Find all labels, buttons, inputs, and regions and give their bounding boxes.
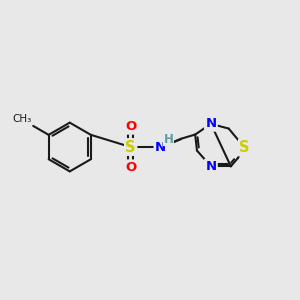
Text: O: O	[125, 120, 136, 133]
Text: N: N	[206, 117, 217, 130]
Text: S: S	[239, 140, 250, 155]
Text: S: S	[125, 140, 136, 154]
Text: CH₃: CH₃	[13, 114, 32, 124]
Text: N: N	[155, 140, 166, 154]
Text: O: O	[125, 161, 136, 174]
Text: N: N	[206, 160, 217, 173]
Text: H: H	[164, 133, 173, 146]
